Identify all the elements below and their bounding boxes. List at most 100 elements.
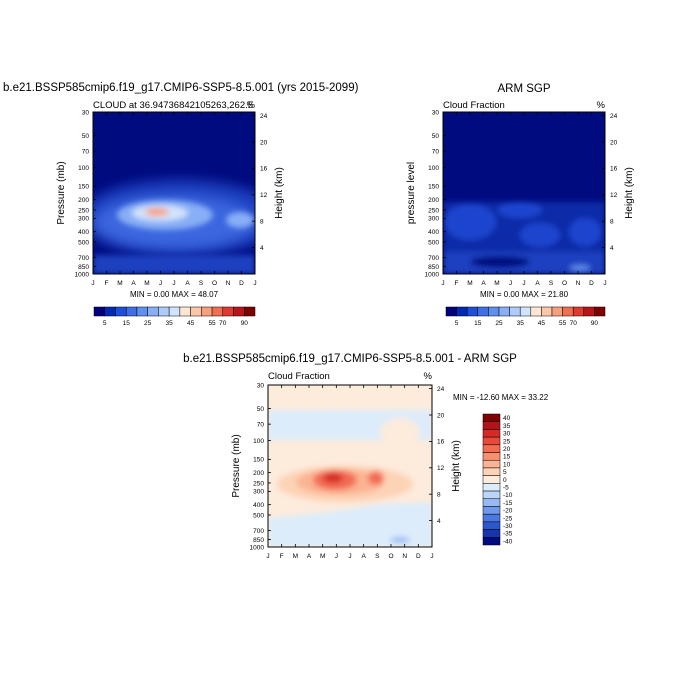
- obs-x-tick-label: S: [549, 280, 554, 287]
- model-y-tick-label: 300: [78, 216, 89, 223]
- diff-x-tick-label: D: [416, 553, 421, 560]
- diff-y-tick-label: 850: [253, 537, 264, 544]
- model-y2-tick-label: 20: [260, 139, 268, 146]
- colorbar-diff-label: -10: [503, 492, 513, 499]
- model-y-tick-label: 30: [82, 109, 90, 116]
- panel-diff-axes: J F M A M J J A S O N D J 30 50 70 100 150 200 250 300 400 500…: [250, 382, 445, 560]
- model-y2-tick-label: 8: [260, 219, 264, 226]
- obs-y-tick-label: 250: [428, 207, 439, 214]
- colorbar-diff-label: -40: [503, 538, 513, 545]
- colorbar-obs-swatch: [466, 306, 479, 317]
- panel-obs-minmax: MIN = 0.00 MAX = 21.80: [480, 290, 569, 299]
- panel-model-right-label: Height (km): [274, 167, 285, 219]
- obs-y-tick-label: 30: [432, 109, 440, 116]
- diff-y-tick-label: 100: [253, 438, 264, 445]
- diff-y-tick-label: 700: [253, 528, 264, 535]
- colorbar-diff-label: 20: [503, 446, 511, 453]
- obs-y2-tick-label: 4: [610, 245, 614, 252]
- panel-model-left-label: CLOUD at 36.94736842105263,262.5: [93, 100, 253, 111]
- colorbar-obs-swatch: [488, 306, 500, 317]
- model-x-tick-label: J: [253, 280, 256, 287]
- colorbar-model-swatch: [93, 306, 105, 317]
- panel-diff-field: [268, 385, 432, 547]
- diff-y2-tick-label: 4: [437, 518, 441, 525]
- colorbar-diff-label: -15: [503, 500, 513, 507]
- colorbar-obs: 5 15 25 35 45 55 70 90: [445, 306, 606, 327]
- diff-y-tick-label: 50: [257, 406, 265, 413]
- panel-model-unit: %: [247, 100, 256, 111]
- diff-y2-tick-label: 12: [437, 465, 445, 472]
- colorbar-model-swatch: [201, 306, 213, 317]
- diff-x-tick-label: J: [430, 553, 433, 560]
- panel-obs-right-label: Height (km): [624, 167, 635, 219]
- colorbar-diff-swatch: [482, 513, 501, 523]
- colorbar-model-swatch: [179, 306, 191, 317]
- diff-y-tick-label: 70: [257, 421, 265, 428]
- obs-y2-tick-label: 8: [610, 219, 614, 226]
- colorbar-obs-swatch: [456, 306, 468, 317]
- obs-y-tick-label: 850: [428, 264, 439, 271]
- obs-y-tick-label: 50: [432, 133, 440, 140]
- colorbar-model-swatch: [136, 306, 148, 317]
- obs-x-tick-label: F: [455, 280, 459, 287]
- panel-diff-y-label: Pressure (mb): [231, 434, 242, 497]
- colorbar-diff-swatch: [482, 483, 501, 492]
- diff-y-tick-label: 250: [253, 480, 264, 487]
- colorbar-obs-label: 45: [538, 320, 546, 327]
- colorbar-model-swatch: [104, 306, 116, 317]
- colorbar-diff-label: -5: [503, 485, 509, 492]
- obs-y-tick-label: 1000: [425, 271, 440, 278]
- model-y-tick-label: 250: [78, 207, 89, 214]
- colorbar-obs-swatch: [594, 306, 606, 317]
- diff-y2-tick-label: 20: [437, 412, 445, 419]
- panel-model-axes: J F M A M J J A S O N D J 30 50 70 100 150 200 250 300 400 500…: [75, 109, 268, 287]
- panel-model-field: [93, 112, 255, 274]
- obs-y-tick-label: 700: [428, 255, 439, 262]
- colorbar-obs-swatch: [583, 306, 595, 317]
- colorbar-model-label: 55: [208, 320, 216, 327]
- model-y2-tick-label: 24: [260, 113, 268, 120]
- diff-x-tick-label: A: [307, 553, 312, 560]
- obs-y-tick-label: 200: [428, 197, 439, 204]
- diff-y-tick-label: 150: [253, 457, 264, 464]
- obs-x-tick-label: A: [535, 280, 540, 287]
- colorbar-obs-label: 90: [591, 320, 599, 327]
- model-y-tick-label: 400: [78, 229, 89, 236]
- obs-y-tick-label: 400: [428, 229, 439, 236]
- colorbar-obs-label: 35: [517, 320, 525, 327]
- model-y-tick-label: 850: [78, 264, 89, 271]
- panel-model-y-label: Pressure (mb): [56, 161, 67, 224]
- model-y2-tick-label: 4: [260, 245, 264, 252]
- colorbar-diff-swatch: [482, 467, 501, 476]
- colorbar-obs-swatch: [541, 306, 553, 317]
- colorbar-model-swatch: [147, 306, 159, 317]
- colorbar-diff-label: 30: [503, 431, 511, 438]
- colorbar-obs-swatch: [572, 306, 585, 317]
- model-x-tick-label: J: [172, 280, 175, 287]
- obs-x-tick-label: J: [603, 280, 606, 287]
- model-y-tick-label: 70: [82, 148, 90, 155]
- model-y-tick-label: 700: [78, 255, 89, 262]
- obs-y2-tick-label: 12: [610, 192, 618, 199]
- colorbar-obs-swatch: [551, 306, 563, 317]
- colorbar-model-label: 25: [144, 320, 152, 327]
- obs-x-tick-label: J: [441, 280, 444, 287]
- colorbar-diff-swatch: [482, 475, 501, 484]
- panel-diff-title: b.e21.BSSP585cmip6.f19_g17.CMIP6-SSP5-8.…: [183, 353, 517, 365]
- colorbar-obs-swatch: [562, 306, 574, 317]
- model-y-tick-label: 500: [78, 239, 89, 246]
- colorbar-diff-swatch: [482, 537, 501, 546]
- colorbar-model-label: 70: [219, 320, 227, 327]
- model-y-tick-label: 200: [78, 197, 89, 204]
- colorbar-model-swatch: [125, 306, 138, 317]
- colorbar-diff-swatch: [482, 459, 501, 469]
- colorbar-model-swatch: [158, 306, 170, 317]
- colorbar-model-label: 45: [187, 320, 195, 327]
- panel-obs-title: ARM SGP: [497, 83, 550, 95]
- panel-diff-right-label: Height (km): [451, 440, 462, 492]
- panel-diff: b.e21.BSSP585cmip6.f19_g17.CMIP6-SSP5-8.…: [183, 353, 549, 560]
- model-x-tick-label: M: [144, 280, 149, 287]
- model-x-tick-label: A: [131, 280, 136, 287]
- colorbar-obs-swatch: [530, 306, 542, 317]
